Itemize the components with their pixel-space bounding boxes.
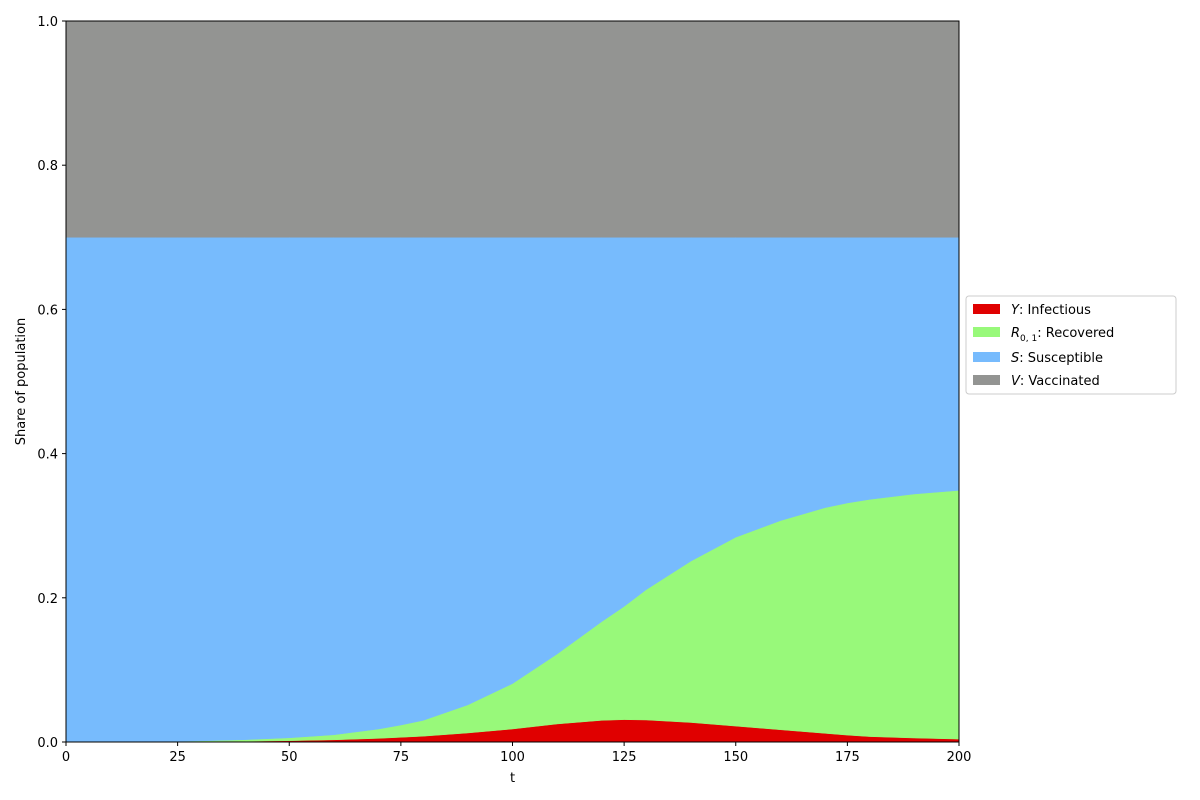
x-tick-label: 200 — [947, 750, 972, 765]
legend-label: V: Vaccinated — [1011, 374, 1100, 389]
y-tick-label: 0.8 — [37, 159, 58, 174]
y-tick-label: 0.2 — [37, 592, 58, 607]
legend-box — [965, 295, 1177, 395]
x-tick-label: 125 — [612, 750, 637, 765]
x-tick-label: 175 — [835, 750, 860, 765]
x-tick-label: 75 — [393, 750, 410, 765]
x-tick-label: 25 — [169, 750, 186, 765]
area-layers — [65, 20, 960, 743]
x-axis: 0 25 50 75 100 125 150 175 200 — [62, 742, 972, 765]
y-tick-label: 0.4 — [37, 448, 58, 463]
legend-swatch — [973, 352, 1000, 362]
legend-label: R0, 1: Recovered — [1011, 326, 1114, 344]
legend-swatch — [973, 327, 1000, 337]
y-tick-label: 1.0 — [37, 15, 58, 30]
area-v-vaccinated — [65, 20, 960, 238]
legend-item-y-infectious: Y: Infectious — [973, 303, 1091, 318]
x-tick-label: 50 — [281, 750, 298, 765]
legend-swatch — [973, 304, 1000, 314]
legend-item-r0-1-recovered: R0, 1: Recovered — [973, 326, 1114, 344]
y-axis: 0.0 0.2 0.4 0.6 0.8 1.0 — [37, 15, 66, 751]
legend-swatch — [973, 375, 1000, 385]
legend-item-v-vaccinated: V: Vaccinated — [973, 374, 1100, 389]
x-tick-label: 100 — [500, 750, 525, 765]
y-tick-label: 0.0 — [37, 736, 58, 751]
y-tick-label: 0.6 — [37, 303, 58, 318]
x-tick-label: 0 — [62, 750, 70, 765]
legend: Y: Infectious R0, 1: Recovered S: Suscepti… — [965, 295, 1177, 395]
legend-label: Y: Infectious — [1011, 303, 1091, 318]
legend-item-s-susceptible: S: Susceptible — [973, 351, 1103, 366]
x-tick-label: 150 — [723, 750, 748, 765]
x-axis-label: t — [510, 771, 515, 786]
legend-label: S: Susceptible — [1011, 351, 1103, 366]
y-axis-label: Share of population — [14, 318, 29, 446]
